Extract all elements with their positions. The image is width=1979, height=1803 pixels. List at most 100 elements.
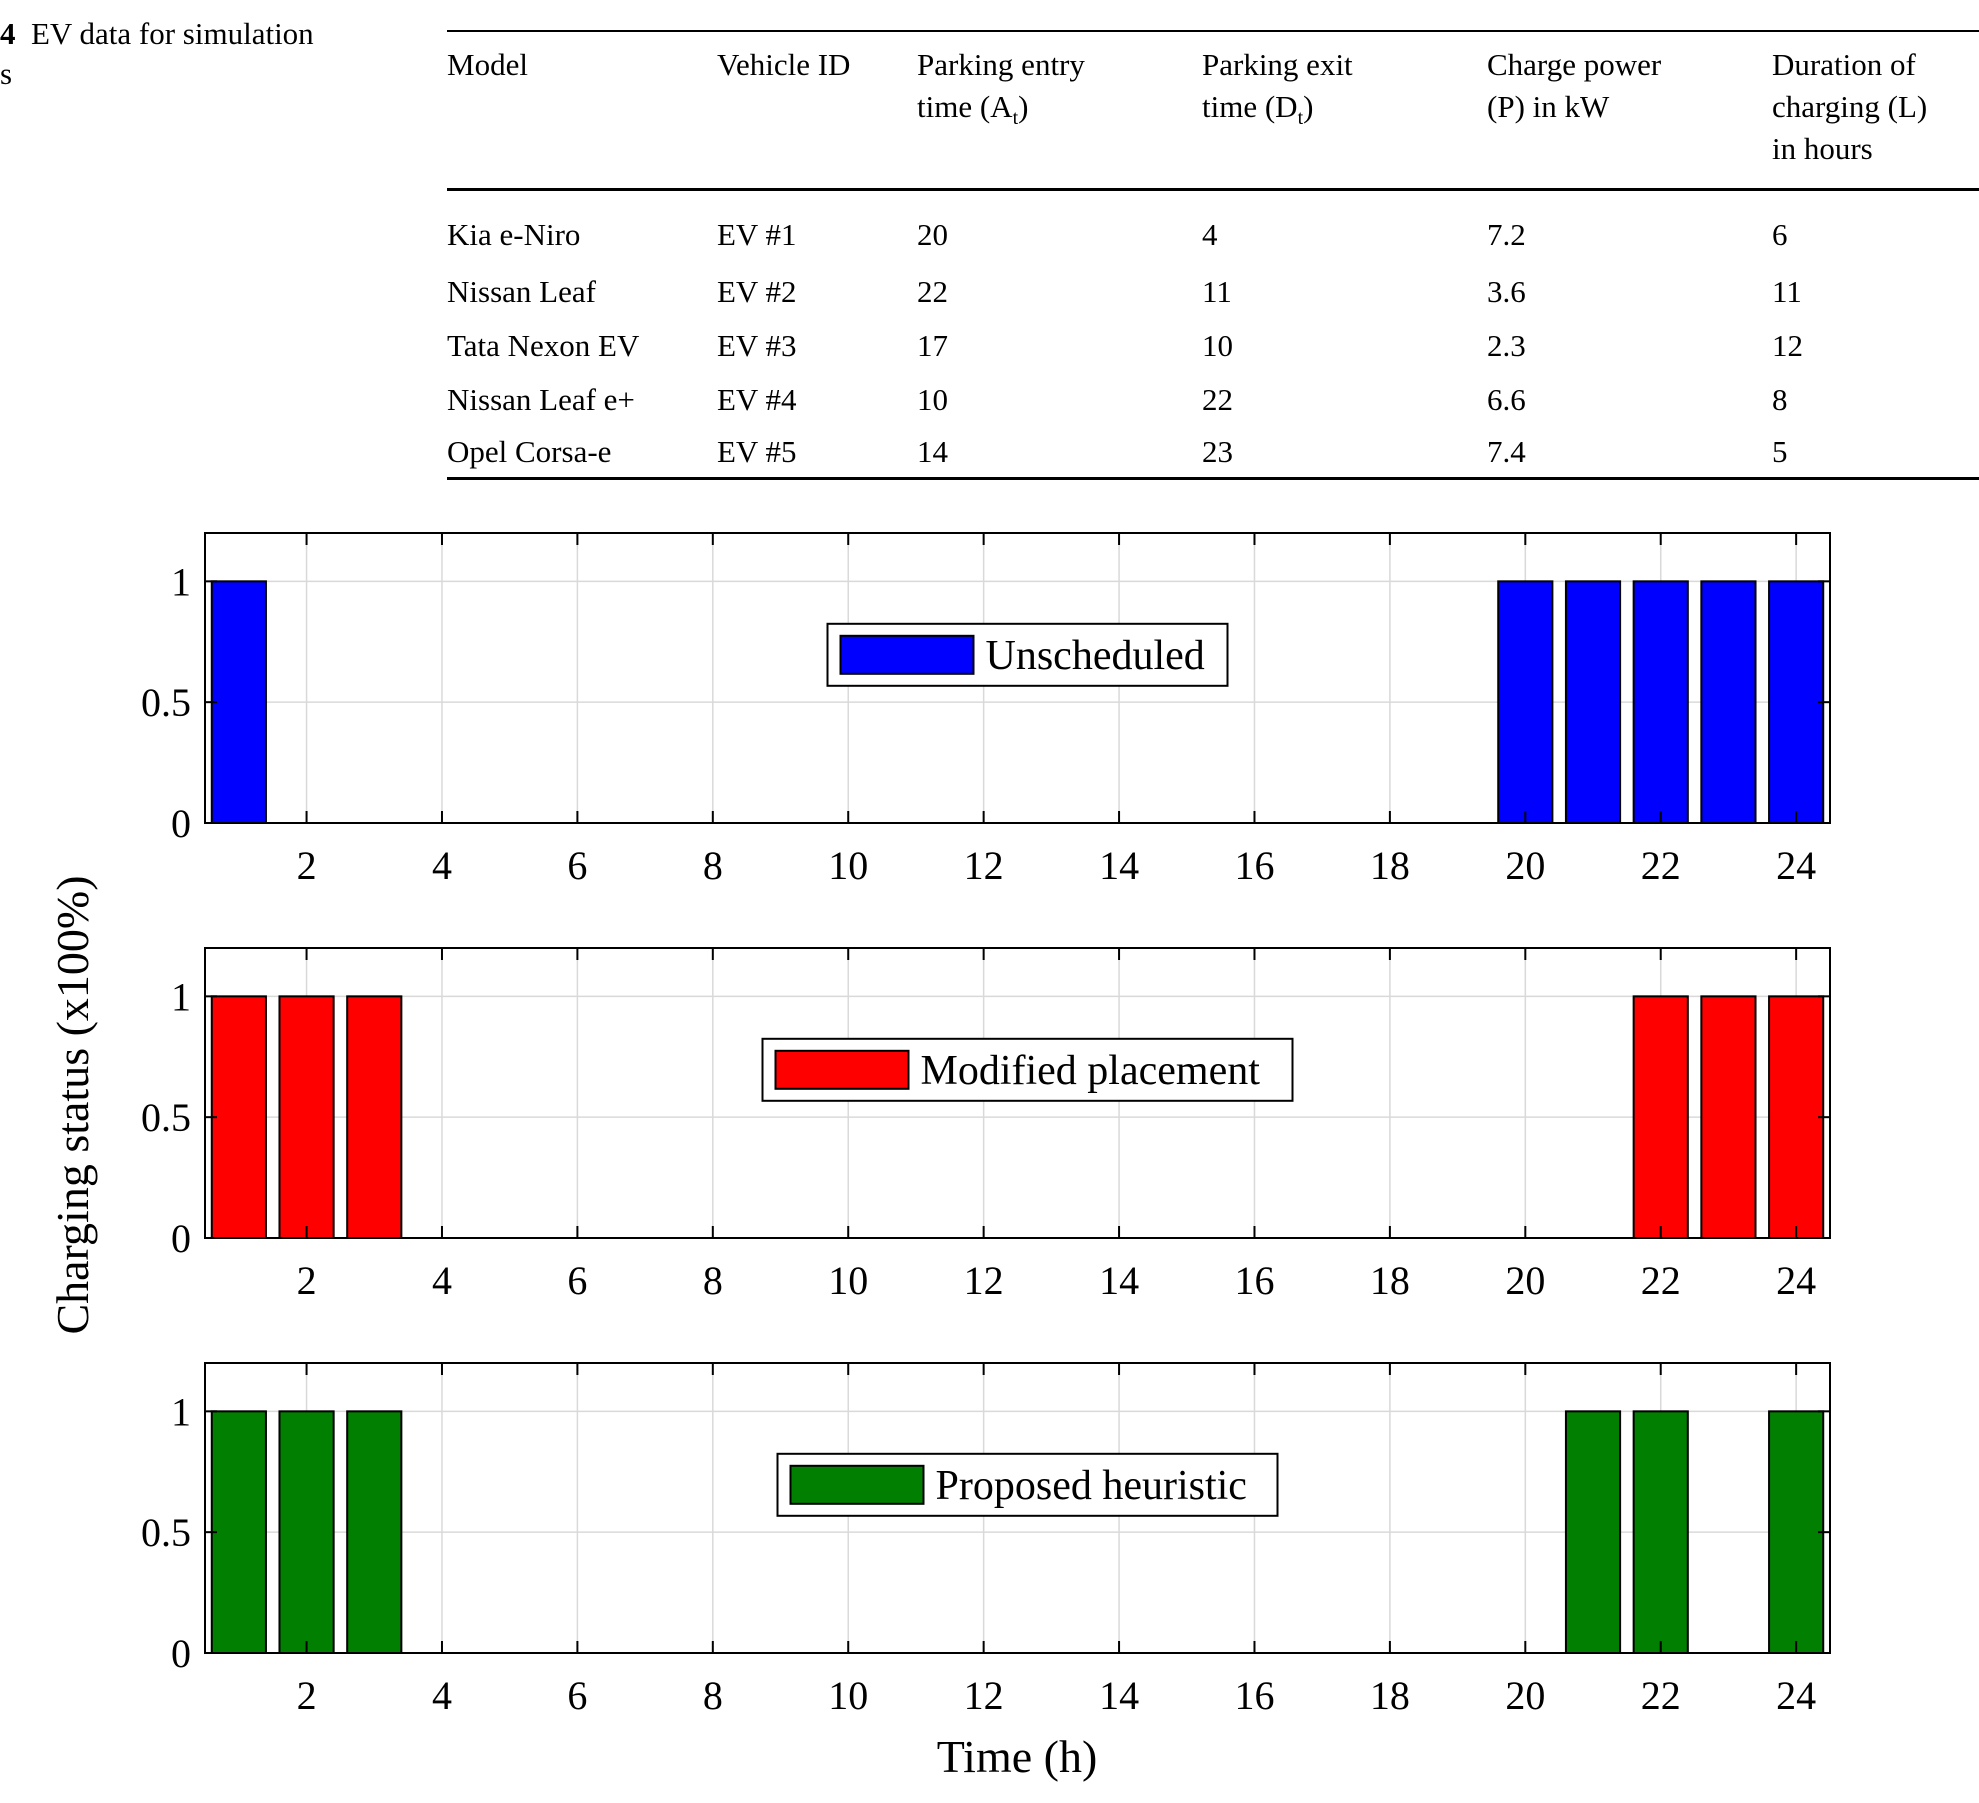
x-tick-label: 10 [828, 1673, 868, 1718]
x-tick-label: 24 [1776, 843, 1816, 888]
bar [278, 995, 335, 1240]
x-tick-label: 22 [1641, 843, 1681, 888]
x-tick-label: 10 [828, 1258, 868, 1303]
bar [210, 995, 267, 1240]
cell-duration: 11 [1772, 274, 1802, 309]
table-row: Opel Corsa-e EV #5 14 23 7.4 5 [447, 427, 1979, 480]
legend-label: Modified placement [921, 1048, 1261, 1094]
cell-model: Opel Corsa-e [447, 427, 717, 480]
bar [278, 1410, 335, 1654]
cell-entry-time: 14 [917, 427, 1202, 480]
bar [1632, 1410, 1689, 1654]
y-tick-label: 0 [171, 1631, 191, 1676]
cell-vehicle-id: EV #2 [717, 274, 797, 309]
cell-model: Tata Nexon EV [447, 328, 640, 363]
cell-exit-time: 4 [1202, 217, 1218, 252]
axes-frame [204, 532, 1831, 824]
bar [1632, 580, 1689, 825]
x-tick-label: 20 [1505, 843, 1545, 888]
cell-entry-time: 22 [917, 274, 948, 309]
x-tick-label: 14 [1099, 1673, 1139, 1718]
cell-exit-time: 22 [1202, 382, 1233, 417]
legend: Modified placement [761, 1037, 1294, 1102]
cell-exit-time: 10 [1202, 328, 1233, 363]
cell-vehicle-id: EV #3 [717, 328, 797, 363]
bar [1632, 995, 1689, 1240]
legend-box [776, 1452, 1279, 1517]
bar [210, 580, 267, 825]
x-tick-label: 14 [1099, 843, 1139, 888]
x-tick-label: 24 [1776, 1258, 1816, 1303]
x-tick-label: 12 [964, 843, 1004, 888]
cell-charge-power: 7.2 [1487, 217, 1526, 252]
cell-model: Nissan Leaf e+ [447, 382, 635, 417]
y-tick-label: 1 [171, 1389, 191, 1434]
legend: Unscheduled [826, 622, 1229, 687]
cell-exit-time: 23 [1202, 427, 1487, 480]
x-tick-label: 2 [297, 1258, 317, 1303]
y-tick-label: 0.5 [141, 1095, 191, 1140]
x-tick-label: 20 [1505, 1258, 1545, 1303]
bar [1497, 580, 1554, 825]
x-axis-label: Time (h) [937, 1731, 1098, 1782]
cell-charge-power: 6.6 [1487, 382, 1526, 417]
cell-duration: 5 [1772, 427, 1979, 480]
cell-model: Nissan Leaf [447, 274, 596, 309]
bar [346, 1410, 403, 1654]
x-tick-label: 18 [1370, 1258, 1410, 1303]
cell-entry-time: 17 [917, 328, 948, 363]
x-tick-label: 8 [703, 1258, 723, 1303]
legend-swatch [839, 634, 975, 675]
bar [1768, 1410, 1825, 1654]
header-parking-exit: Parking exit time (Dt) [1202, 30, 1487, 191]
table-row: Tata Nexon EV EV #3 17 10 2.3 12 [447, 319, 1979, 373]
x-tick-label: 16 [1234, 843, 1274, 888]
axes-frame [204, 1362, 1831, 1654]
x-tick-label: 12 [964, 1673, 1004, 1718]
cell-vehicle-id: EV #4 [717, 382, 797, 417]
x-tick-label: 4 [432, 1673, 452, 1718]
bar [1564, 580, 1622, 825]
y-tick-label: 0 [171, 801, 191, 846]
x-tick-label: 12 [964, 1258, 1004, 1303]
cell-duration: 12 [1772, 328, 1803, 363]
table-caption: 4 EV data for simulation s [0, 14, 314, 94]
y-tick-label: 0 [171, 1216, 191, 1261]
x-tick-label: 20 [1505, 1673, 1545, 1718]
cell-model: Kia e-Niro [447, 217, 581, 252]
x-tick-label: 24 [1776, 1673, 1816, 1718]
x-tick-label: 16 [1234, 1258, 1274, 1303]
bar [1700, 580, 1757, 825]
header-parking-entry: Parking entry time (At) [917, 30, 1202, 191]
axes-frame [204, 947, 1831, 1239]
x-tick-label: 18 [1370, 843, 1410, 888]
legend-label: Unscheduled [986, 633, 1205, 679]
y-tick-label: 1 [171, 974, 191, 1019]
table-number: 4 [0, 16, 16, 51]
x-tick-label: 18 [1370, 1673, 1410, 1718]
x-tick-label: 4 [432, 1258, 452, 1303]
legend-swatch [789, 1464, 925, 1505]
bar [346, 995, 403, 1240]
legend-swatch [774, 1049, 910, 1090]
header-vehicle-id: Vehicle ID [717, 30, 917, 191]
y-tick-label: 1 [171, 559, 191, 604]
bar [1768, 580, 1825, 825]
header-charge-power: Charge power (P) in kW [1487, 30, 1772, 191]
x-tick-label: 6 [567, 1673, 587, 1718]
table-row: Nissan Leaf EV #2 22 11 3.6 11 [447, 265, 1979, 319]
table-row: Kia e-Niro EV #1 20 4 7.2 6 [447, 190, 1979, 266]
x-tick-label: 8 [703, 843, 723, 888]
caption-text: EV data for simulation [31, 16, 314, 51]
x-tick-label: 22 [1641, 1258, 1681, 1303]
cell-entry-time: 10 [917, 382, 948, 417]
header-duration: Duration of charging (L) in hours [1772, 30, 1979, 191]
cell-exit-time: 11 [1202, 274, 1232, 309]
caption-text-line2: s [0, 56, 13, 91]
x-tick-label: 14 [1099, 1258, 1139, 1303]
cell-duration: 6 [1772, 217, 1788, 252]
x-tick-label: 6 [567, 843, 587, 888]
